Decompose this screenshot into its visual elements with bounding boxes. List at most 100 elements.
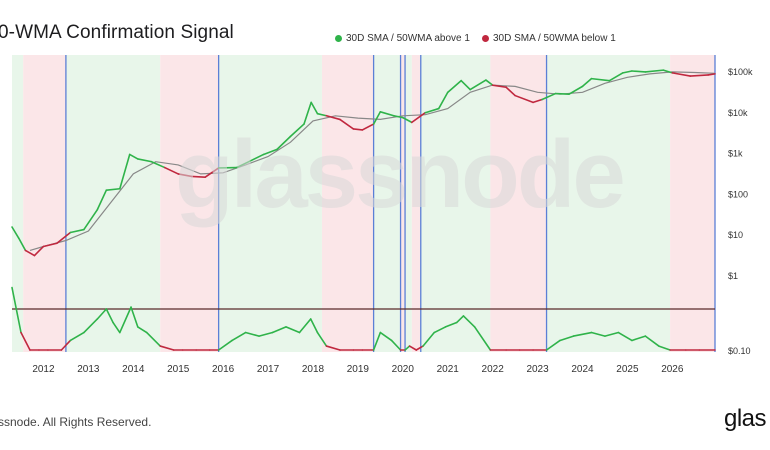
price-segment	[17, 237, 27, 252]
ratio-segment	[433, 326, 447, 334]
ratio-segment	[455, 315, 465, 324]
price-segment	[437, 91, 449, 110]
ratio-segment	[316, 331, 328, 347]
regime-zone-above	[405, 55, 412, 352]
regime-zones	[12, 55, 715, 352]
price-segment	[204, 167, 220, 178]
y-tick-label: $10	[728, 230, 743, 240]
ratio-segment	[572, 331, 593, 337]
x-tick-label: 2018	[302, 364, 325, 375]
x-tick-label: 2022	[482, 364, 505, 375]
price-segment	[150, 160, 166, 169]
ratio-segment	[231, 331, 247, 342]
ratio-segment	[69, 331, 85, 342]
y-tick-label: $10k	[728, 108, 748, 118]
x-axis-ticks: 2012 2013 2014 2015 2016 2017 2018 2019 2020 2021…	[32, 364, 684, 375]
legend-label-above: 30D SMA / 50WMA above 1	[346, 33, 470, 44]
price-segment	[303, 101, 312, 125]
x-tick-label: 2021	[437, 364, 460, 375]
price-segment	[581, 77, 593, 88]
price-segment	[590, 77, 611, 82]
price-segment	[56, 231, 72, 245]
y-tick-label: $0.10	[728, 346, 751, 356]
price-segment	[631, 70, 647, 73]
ratio-segment	[444, 321, 458, 328]
x-tick-label: 2026	[661, 364, 684, 375]
price-segment	[622, 70, 633, 74]
ratio-segment	[404, 345, 411, 351]
price-segment	[608, 72, 624, 82]
ratio-segment	[112, 321, 121, 334]
ratio-segment	[136, 326, 148, 334]
price-segment	[316, 112, 328, 117]
ratio-segment	[379, 331, 393, 342]
x-tick-label: 2017	[257, 364, 280, 375]
ratio-segment	[415, 345, 424, 351]
series-group	[11, 69, 716, 351]
legend-item-below[interactable]: 30D SMA / 50WMA below 1	[481, 33, 616, 44]
ratio-segment	[462, 315, 476, 328]
price-segment	[325, 114, 341, 121]
ratio-segment	[217, 339, 233, 351]
ratio-segment	[271, 326, 287, 334]
chart-legend: 30D SMA / 50WMA above 1 30D SMA / 50WMA …	[335, 33, 616, 44]
ratio-segment	[298, 318, 312, 334]
ratio-segment	[604, 331, 620, 337]
regime-zone-below	[670, 55, 715, 352]
price-segment	[361, 123, 375, 131]
ratio-segment	[390, 339, 402, 351]
x-tick-label: 2023	[526, 364, 549, 375]
price-segment	[177, 173, 193, 178]
price-segment	[119, 153, 131, 190]
price-segment	[568, 85, 584, 96]
x-tick-label: 2014	[122, 364, 145, 375]
legend-dot-above	[335, 35, 342, 42]
price-segment	[514, 94, 534, 104]
ratio-segment	[285, 326, 301, 334]
regime-zone-above	[373, 55, 401, 352]
regime-dividers	[65, 55, 716, 352]
ratio-segment	[60, 339, 72, 351]
ratio-segment	[473, 326, 492, 351]
legend-label-below: 30D SMA / 50WMA below 1	[492, 33, 616, 44]
ratio-segment	[372, 331, 382, 351]
ratio-segment	[11, 286, 22, 334]
price-segment	[554, 92, 570, 96]
price-segment	[276, 135, 292, 151]
price-segment	[372, 111, 382, 125]
price-segment	[128, 153, 139, 160]
chart-title: 0-WMA Confirmation Signal	[0, 22, 234, 43]
price-segment	[105, 187, 121, 191]
y-axis-ticks: $100k $10k $1k $100 $10 $1 $0.10	[728, 67, 753, 356]
legend-dot-below	[481, 35, 489, 42]
ratio-segment	[244, 331, 260, 337]
price-segment	[352, 128, 364, 131]
price-segment	[69, 228, 85, 234]
ratio-segment	[20, 331, 31, 351]
price-segment	[532, 98, 543, 104]
ratio-segment	[422, 331, 436, 347]
ratio-segment	[644, 335, 660, 347]
price-segment	[469, 79, 487, 91]
price-segment	[644, 69, 665, 73]
price-segment	[235, 160, 251, 169]
ratio-segment	[145, 331, 162, 347]
price-segment	[163, 166, 180, 175]
price-segment	[262, 148, 278, 156]
price-segment	[460, 79, 471, 91]
y-tick-label: $100	[728, 189, 748, 199]
legend-item-above[interactable]: 30D SMA / 50WMA above 1	[335, 33, 470, 44]
price-segment	[83, 208, 99, 231]
ratio-segment	[325, 345, 341, 351]
regime-zone-above	[65, 55, 161, 352]
price-segment	[249, 153, 265, 162]
price-segment	[662, 69, 674, 74]
regime-zone-below	[23, 55, 66, 352]
regime-zone-below	[490, 55, 547, 352]
ratio-segment	[559, 335, 575, 342]
x-tick-label: 2020	[392, 364, 415, 375]
price-segment	[491, 84, 507, 89]
regime-zone-above	[218, 55, 322, 352]
y-tick-label: $1	[728, 271, 738, 281]
